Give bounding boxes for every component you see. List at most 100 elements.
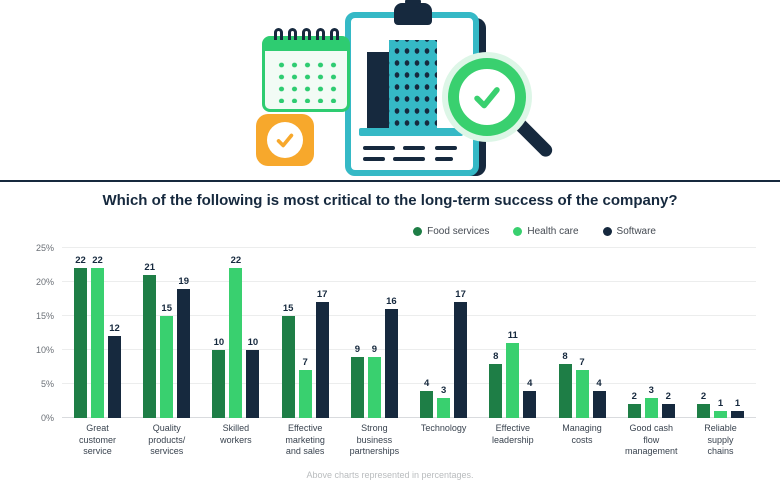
bar-value: 19 [178, 275, 189, 287]
bar-group: 8 11 4 Effective leadership [487, 248, 538, 445]
calendar-rings [271, 28, 341, 40]
category-label: Managing costs [562, 423, 602, 445]
bar-group: 2 1 1 Reliable supply chains [695, 248, 746, 456]
bar-value: 15 [161, 303, 172, 314]
category-label: Effective marketing and sales [285, 423, 325, 457]
bar-value: 2 [631, 391, 637, 403]
bar-value: 1 [717, 398, 724, 410]
bars: 10 22 10 [210, 248, 261, 418]
divider [0, 180, 780, 182]
bar-group: 15 7 17 Effective marketing and sales [280, 248, 331, 456]
bar-value: 17 [455, 289, 466, 301]
bar-group: 22 22 12 Great customer service [72, 248, 123, 456]
bar-rect [523, 390, 537, 418]
bar-rect [91, 268, 104, 418]
category-label: Quality products/ services [148, 423, 186, 457]
bar: 7 [298, 248, 312, 418]
clipboard-clip [394, 3, 432, 25]
chart-title: Which of the following is most critical … [102, 192, 678, 209]
bar-group: 21 15 19 Quality products/ services [141, 248, 192, 456]
bar: 8 [489, 248, 503, 418]
legend-label: Software [616, 225, 656, 237]
legend-item: Food services [413, 226, 489, 237]
bar-rect [592, 390, 606, 418]
bar-rect [246, 350, 260, 418]
gridline [62, 383, 756, 384]
y-tick-label: 25% [35, 243, 54, 253]
bar-value: 2 [665, 391, 671, 403]
bar: 10 [246, 248, 260, 418]
bar-rect [367, 356, 381, 418]
bar: 9 [350, 248, 364, 418]
check-badge-icon [256, 114, 314, 166]
footnote: Above charts represented in percentages. [306, 470, 474, 480]
bar-value: 9 [371, 343, 378, 355]
bar-rect [160, 316, 174, 418]
bar: 22 [74, 248, 87, 418]
bars: 9 9 16 [349, 248, 400, 418]
bar-rect [644, 397, 658, 418]
bar-value: 11 [507, 330, 518, 342]
bar-value: 3 [440, 384, 447, 396]
gridline [62, 247, 756, 248]
category-label: Skilled workers [220, 423, 252, 445]
legend-dot [413, 226, 423, 236]
bar: 22 [229, 248, 243, 418]
bar-rect [489, 363, 503, 418]
bar-value: 7 [302, 357, 308, 369]
category-label: Technology [420, 423, 467, 433]
calendar-ring [329, 28, 339, 40]
bars: 22 22 12 [72, 248, 123, 418]
bars: 15 7 17 [280, 248, 331, 418]
y-axis: 0% 5% 10% 15% 20% 25% [28, 243, 62, 423]
bar-rect [229, 268, 243, 418]
y-tick-label: 20% [35, 277, 54, 287]
y-tick-label: 15% [35, 311, 54, 321]
bars: 8 11 4 [487, 248, 538, 418]
bar-rect [281, 316, 295, 418]
calendar-dots [273, 57, 339, 103]
bar: 8 [558, 248, 572, 418]
bar-rect [558, 363, 572, 418]
y-tick-label: 5% [40, 379, 54, 389]
bar: 3 [644, 248, 658, 418]
bar: 21 [143, 248, 157, 418]
bar-value: 3 [648, 384, 654, 396]
gridline [62, 281, 756, 282]
bars: 21 15 19 [141, 248, 192, 418]
bar: 19 [177, 248, 191, 418]
bar-rect [661, 404, 675, 418]
chart-plot: 22 22 12 Great customer service 21 15 19 Qualit… [62, 247, 756, 456]
legend-label: Health care [527, 225, 579, 237]
bar-rect [143, 275, 157, 418]
bar-value: 9 [354, 343, 361, 355]
bar: 12 [108, 248, 121, 418]
bar-value: 4 [596, 377, 602, 389]
bar-value: 16 [386, 296, 397, 308]
y-tick-label: 0% [40, 413, 54, 423]
checkmark-icon [276, 133, 294, 148]
bar-chart: Food services Health care Software 0% 5% 10%… [28, 224, 756, 456]
calendar-ring [315, 28, 325, 40]
legend-item: Health care [513, 225, 579, 237]
calendar-ring [273, 28, 283, 40]
legend-item: Software [602, 225, 656, 237]
bar-value: 21 [144, 262, 155, 274]
bar-rect [420, 390, 434, 418]
check-badge-circle [267, 122, 303, 158]
bar: 1 [713, 248, 727, 418]
bar-rect [454, 302, 468, 418]
bar-value: 10 [247, 337, 259, 348]
legend-dot [602, 226, 612, 236]
category-label: Effective leadership [492, 423, 534, 445]
document-text-line [435, 146, 457, 150]
legend-label: Food services [427, 225, 490, 237]
bar-rect [730, 411, 744, 418]
bar-groups: 22 22 12 Great customer service 21 15 19 Qualit… [62, 248, 756, 456]
chart-body: 0% 5% 10% 15% 20% 25% 22 22 12 Great customer se… [28, 243, 756, 456]
bar: 17 [454, 248, 468, 418]
bar: 2 [696, 248, 710, 418]
